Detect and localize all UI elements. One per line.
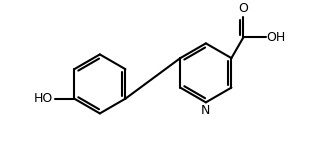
Text: N: N (201, 104, 211, 117)
Text: OH: OH (267, 31, 286, 44)
Text: O: O (238, 2, 248, 15)
Text: HO: HO (34, 92, 53, 105)
